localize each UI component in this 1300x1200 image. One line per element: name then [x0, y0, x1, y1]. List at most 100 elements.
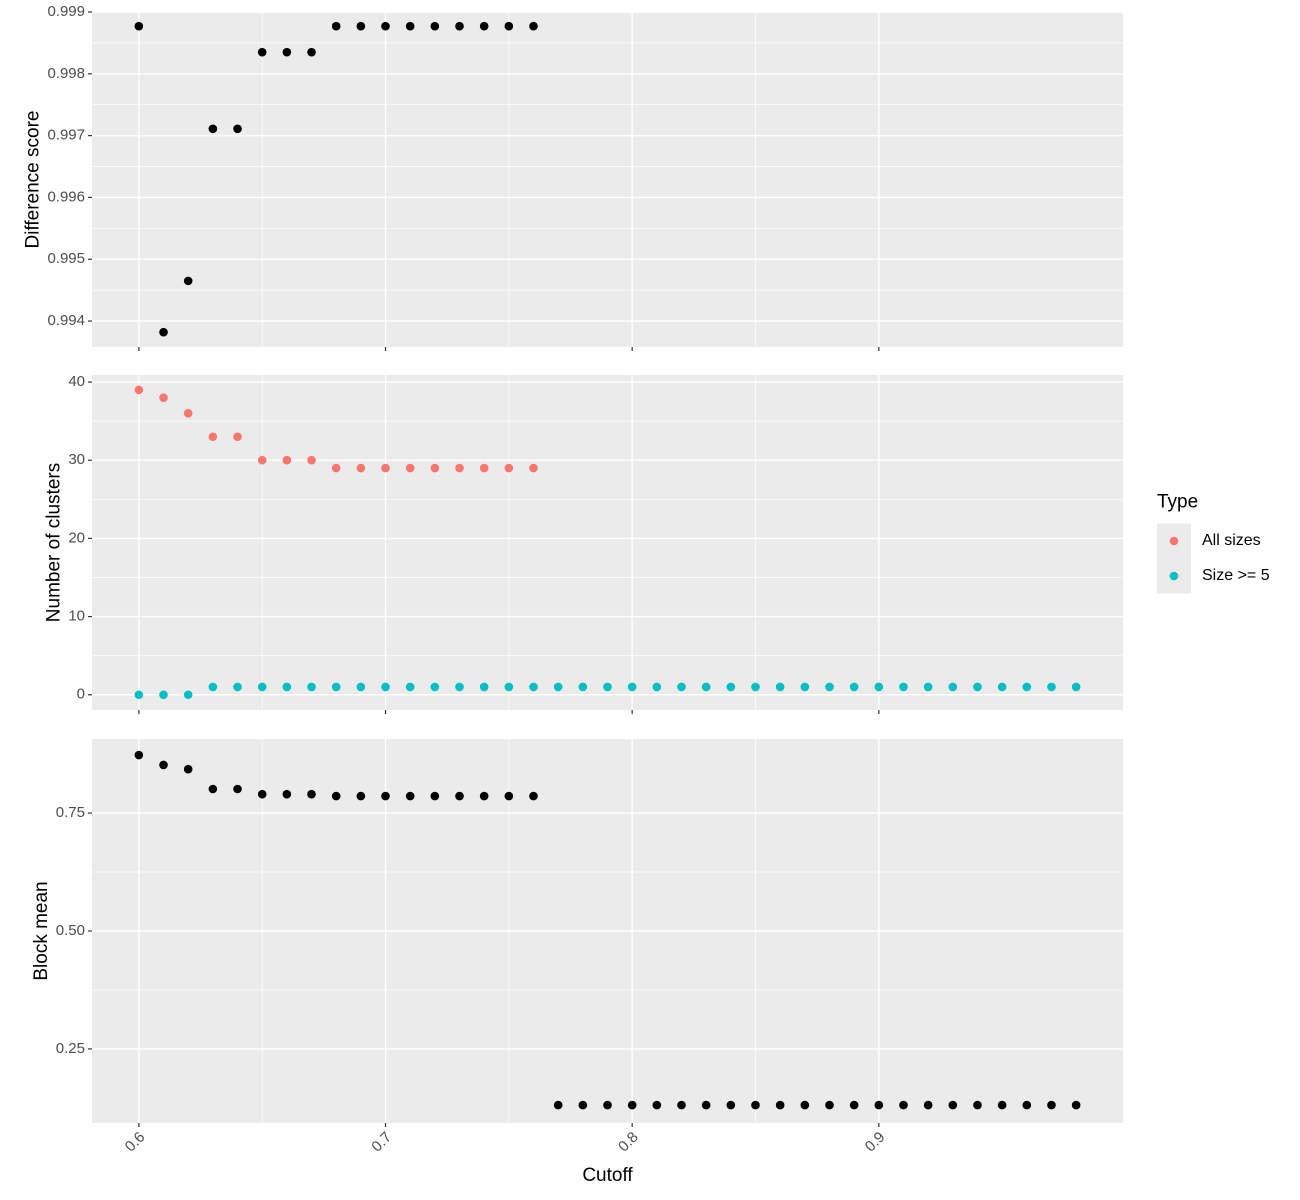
- point: [183, 409, 193, 418]
- point: [553, 1100, 563, 1110]
- point: [134, 750, 144, 760]
- legend-marker: [1169, 536, 1179, 546]
- point: [307, 455, 316, 465]
- point: [677, 1100, 686, 1110]
- x-tick-label: 0.7: [368, 1129, 395, 1156]
- y-axis-title: Difference score: [22, 111, 43, 249]
- y-tick-label: 40: [68, 373, 85, 390]
- point: [208, 432, 218, 442]
- point: [331, 463, 341, 473]
- point: [381, 463, 390, 473]
- point: [1022, 682, 1032, 692]
- point: [356, 463, 366, 473]
- point: [1071, 1100, 1081, 1110]
- point: [479, 463, 489, 473]
- y-axis-title: Block mean: [31, 881, 52, 980]
- point: [233, 784, 242, 794]
- y-tick-label: 0: [77, 686, 85, 703]
- x-tick-label: 0.6: [122, 1129, 149, 1156]
- point: [504, 682, 514, 692]
- point: [405, 463, 415, 473]
- point: [899, 682, 908, 692]
- legend-label: Size >= 5: [1202, 567, 1270, 584]
- y-tick-label: 0.25: [56, 1040, 85, 1057]
- point: [331, 21, 341, 31]
- point: [775, 1100, 785, 1110]
- point: [701, 682, 711, 692]
- point: [1047, 1100, 1056, 1110]
- point: [430, 463, 440, 473]
- point: [652, 682, 662, 692]
- point: [208, 682, 218, 692]
- point: [578, 682, 588, 692]
- point: [381, 21, 390, 31]
- point: [134, 21, 144, 31]
- point: [504, 21, 514, 31]
- point: [751, 682, 760, 692]
- y-tick-label: 30: [68, 451, 85, 468]
- point: [331, 682, 341, 692]
- y-axis-title: Number of clusters: [43, 463, 64, 622]
- point: [233, 124, 242, 134]
- point: [159, 760, 168, 770]
- point: [356, 791, 366, 801]
- y-tick-label: 0.995: [47, 250, 85, 267]
- point: [307, 682, 316, 692]
- point: [677, 682, 686, 692]
- point: [529, 21, 538, 31]
- point: [726, 1100, 736, 1110]
- point: [381, 791, 390, 801]
- panel-background: [92, 12, 1123, 347]
- point: [430, 21, 440, 31]
- y-tick-label: 10: [68, 608, 85, 625]
- point: [183, 276, 193, 286]
- point: [578, 1100, 588, 1110]
- point: [331, 791, 341, 801]
- point: [652, 1100, 662, 1110]
- point: [257, 682, 267, 692]
- point: [257, 47, 267, 57]
- y-tick-label: 0.996: [47, 188, 85, 205]
- point: [800, 682, 810, 692]
- point: [529, 791, 538, 801]
- point: [504, 463, 514, 473]
- y-tick-label: 20: [68, 529, 85, 546]
- point: [825, 682, 834, 692]
- point: [405, 682, 415, 692]
- panel-background: [92, 375, 1123, 710]
- point: [356, 21, 366, 31]
- point: [874, 682, 884, 692]
- point: [405, 21, 415, 31]
- point: [1047, 682, 1056, 692]
- point: [455, 791, 464, 801]
- y-tick-label: 0.997: [47, 127, 85, 144]
- y-tick-label: 0.50: [56, 922, 85, 939]
- point: [479, 21, 489, 31]
- point: [307, 47, 316, 57]
- x-tick-label: 0.9: [862, 1129, 889, 1156]
- point: [455, 682, 464, 692]
- legend-label: All sizes: [1202, 532, 1261, 549]
- point: [282, 47, 292, 57]
- point: [948, 1100, 958, 1110]
- point: [381, 682, 390, 692]
- point: [529, 682, 538, 692]
- point: [356, 682, 366, 692]
- point: [973, 682, 982, 692]
- point: [233, 432, 242, 442]
- y-tick-label: 0.75: [56, 804, 85, 821]
- y-tick-label: 0.999: [47, 3, 85, 20]
- legend-title: Type: [1157, 492, 1198, 513]
- point: [603, 682, 612, 692]
- point: [899, 1100, 908, 1110]
- point: [923, 1100, 933, 1110]
- point: [825, 1100, 834, 1110]
- point: [800, 1100, 810, 1110]
- point: [1071, 682, 1081, 692]
- legend-marker: [1169, 571, 1179, 581]
- point: [849, 682, 859, 692]
- point: [997, 682, 1007, 692]
- point: [948, 682, 958, 692]
